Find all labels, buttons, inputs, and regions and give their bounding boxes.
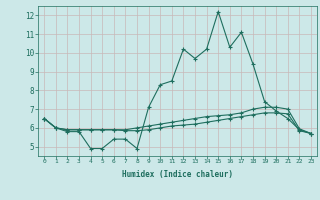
- X-axis label: Humidex (Indice chaleur): Humidex (Indice chaleur): [122, 170, 233, 179]
